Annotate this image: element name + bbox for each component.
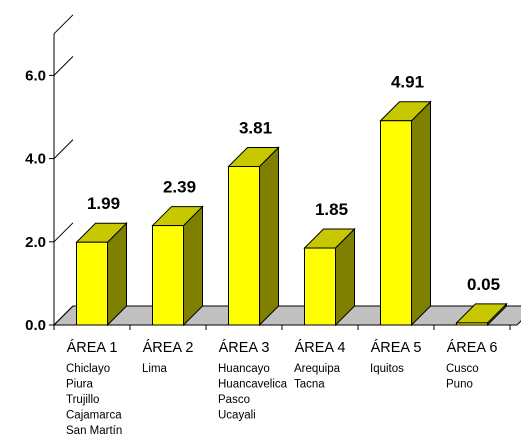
data-label: 3.81 [239,119,272,138]
city-label: Puno [446,379,473,391]
city-label: Pasco [218,394,250,406]
y-tick-label: 4.0 [25,151,46,168]
category-label: ÁREA 3 [219,339,270,356]
y-tick-depth-line [53,222,74,243]
city-label: Cajamarca [66,410,122,422]
city-label: Piura [66,379,93,391]
y-tick-label: 0.0 [25,317,46,334]
chart-bars [75,100,508,327]
city-label: Lima [142,363,168,375]
y-tick-label: 2.0 [25,234,46,251]
bar-front-face [76,241,108,326]
data-label: 1.99 [87,194,120,213]
data-label: 4.91 [391,73,424,92]
y-tick-label: 6.0 [25,67,46,84]
city-label: Chiclayo [66,363,110,375]
bar [455,302,508,327]
city-label: Arequipa [294,363,341,375]
bar [227,146,280,327]
y-tick-depth-line [53,305,74,326]
bar [151,205,204,327]
city-label: Tacna [294,379,325,391]
city-label: Ucayali [218,410,256,422]
bar-front-face [228,166,260,326]
city-label: Cusco [446,363,479,375]
data-label: 0.05 [467,275,500,294]
category-label: ÁREA 1 [67,339,118,356]
bar [379,100,432,327]
y-tick-depth-line [53,139,74,159]
category-label: ÁREA 6 [447,339,498,356]
y-tick-depth-line [53,56,74,76]
bar-side-face [183,205,203,327]
bar-front-face [456,322,488,326]
bar-side-face [411,100,431,327]
category-label: ÁREA 4 [295,339,346,356]
bar-side-face [259,146,279,327]
bar [75,222,128,327]
category-label: ÁREA 5 [371,339,422,356]
city-label: Iquitos [370,363,404,375]
city-label: San Martín [66,425,122,437]
data-label: 1.85 [315,200,348,219]
city-label: Huancavelica [218,379,288,391]
city-label: Trujillo [66,394,99,406]
bar [303,227,356,327]
city-label: Huancayo [218,363,270,375]
bar-front-face [152,225,184,326]
y-axis-top-depth-line [53,14,74,35]
bar-front-face [304,247,336,326]
data-label: 2.39 [163,178,196,197]
chart-labels: 0.0 2.0 4.0 6.0 1.99 ÁREA 1 Chiclayo Piura Truji… [25,67,500,437]
category-label: ÁREA 2 [143,339,194,356]
bar-front-face [380,120,412,326]
